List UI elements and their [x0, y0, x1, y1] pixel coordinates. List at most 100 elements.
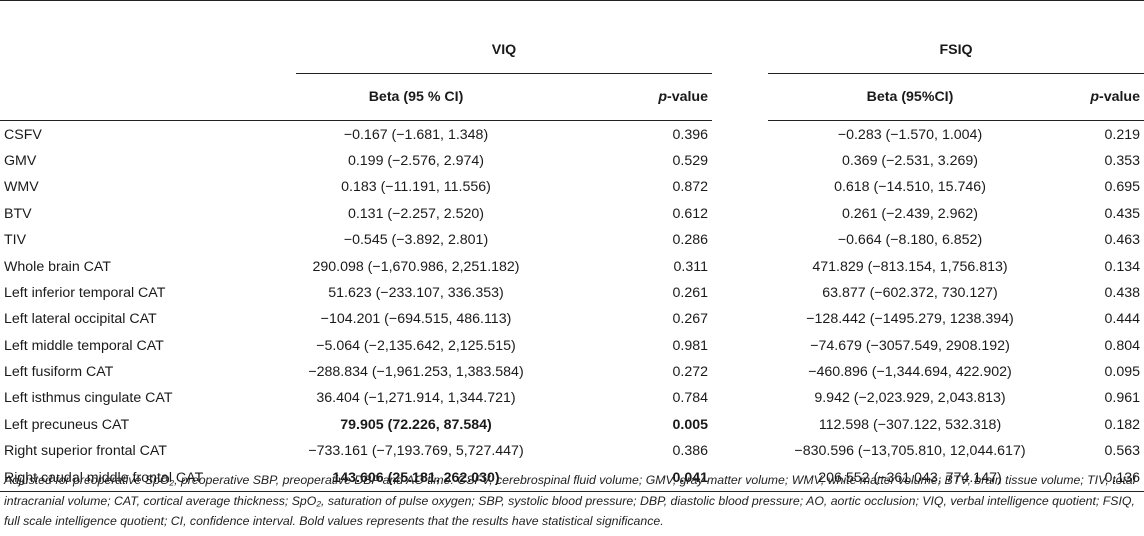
- viq-beta-cell: 0.183 (−11.191, 11.556): [341, 179, 491, 196]
- row-label: Left fusiform CAT: [4, 364, 114, 381]
- table-row: Left middle temporal CAT −5.064 (−2,135.6…: [0, 333, 1144, 359]
- pvalue-italic-p: p: [1090, 89, 1099, 106]
- viq-beta-cell: 143.606 (25.181, 262.030): [296, 464, 536, 492]
- pvalue-italic-p: p: [658, 89, 667, 106]
- column-header-viq-pvalue: p-value: [536, 73, 712, 122]
- group-header-viq: VIQ: [296, 27, 712, 75]
- viq-pvalue-cell: 0.981: [672, 337, 708, 354]
- fsiq-pvalue-cell: 0.134: [1104, 258, 1140, 275]
- gap-cell: [712, 333, 768, 359]
- fsiq-pvalue-cell: 0.961: [1104, 390, 1140, 407]
- viq-beta-cell: −0.545 (−3.892, 2.801): [343, 232, 489, 249]
- column-header-blank: [0, 73, 296, 122]
- pvalue-suffix: -value: [1098, 89, 1140, 106]
- table-row: Right caudal middle frontal CAT 143.606 (…: [0, 464, 1144, 492]
- gap-cell: [712, 464, 768, 492]
- gap-cell: [712, 174, 768, 200]
- fsiq-pvalue-cell: 0.444: [1104, 311, 1140, 328]
- table-row: CSFV −0.167 (−1.681, 1.348) 0.396 −0.283 (−…: [0, 121, 1144, 148]
- viq-pvalue-cell: 0.784: [672, 390, 708, 407]
- viq-beta-cell: 51.623 (−233.107, 336.353): [328, 284, 504, 301]
- viq-beta-cell: 36.404 (−1,271.914, 1,344.721): [316, 390, 516, 407]
- column-header-row: Beta (95 % CI) p-value Beta (95%CI) p-va…: [0, 73, 1144, 122]
- viq-pvalue-cell: 0.872: [672, 179, 708, 196]
- fsiq-beta-cell: 112.598 (−307.122, 532.318): [818, 416, 1002, 433]
- fsiq-pvalue-cell: 0.463: [1104, 232, 1140, 249]
- viq-pvalue-cell: 0.311: [673, 258, 708, 275]
- viq-pvalue-cell: 0.396: [672, 126, 708, 143]
- gap-cell: [712, 227, 768, 253]
- fsiq-pvalue-cell: 0.182: [1104, 416, 1140, 433]
- viq-beta-cell: −0.167 (−1.681, 1.348): [343, 126, 489, 143]
- viq-beta-cell: −104.201 (−694.515, 486.113): [320, 311, 512, 328]
- viq-beta-cell: 0.131 (−2.257, 2.520): [347, 205, 485, 222]
- column-header-fsiq-beta: Beta (95%CI): [768, 73, 1052, 122]
- gap-cell: [712, 148, 768, 174]
- viq-pvalue-cell: 0.005: [672, 416, 708, 433]
- row-label: TIV: [4, 232, 27, 249]
- viq-pvalue-cell: 0.041: [536, 464, 712, 492]
- table-row: Right superior frontal CAT −733.161 (−7,1…: [0, 438, 1144, 464]
- row-label: Right superior frontal CAT: [4, 443, 167, 460]
- fsiq-beta-cell: 0.618 (−14.510, 15.746): [834, 179, 986, 196]
- gap-cell: [712, 201, 768, 227]
- fsiq-pvalue-cell: 0.219: [1104, 126, 1140, 143]
- gap-cell: [712, 359, 768, 385]
- gap-cell: [712, 121, 768, 148]
- fsiq-beta-cell: 0.369 (−2.531, 3.269): [841, 152, 979, 169]
- fsiq-pvalue-cell: 0.095: [1104, 364, 1140, 381]
- group-header-fsiq: FSIQ: [768, 27, 1144, 75]
- viq-pvalue-cell: 0.386: [672, 443, 708, 460]
- table-row: Whole brain CAT 290.098 (−1,670.986, 2,25…: [0, 253, 1144, 279]
- group-header-gap: [712, 27, 768, 74]
- fsiq-pvalue-cell: 0.353: [1104, 152, 1140, 169]
- table-row: Left precuneus CAT 79.905 (72.226, 87.584…: [0, 412, 1144, 438]
- row-label: Left lateral occipital CAT: [4, 311, 157, 328]
- gap-cell: [712, 385, 768, 411]
- row-label: BTV: [4, 205, 32, 222]
- table-footnote: Adjusted for preoperative SpO₂, preopera…: [4, 473, 1136, 528]
- group-header-row: VIQ FSIQ: [0, 27, 1144, 75]
- row-label: Left inferior temporal CAT: [4, 284, 166, 301]
- fsiq-beta-cell: 9.942 (−2,023.929, 2,043.813): [814, 390, 1006, 407]
- viq-pvalue-cell: 0.267: [672, 311, 708, 328]
- viq-beta-cell: −5.064 (−2,135.642, 2,125.515): [316, 337, 516, 354]
- viq-beta-cell: −733.161 (−7,193.769, 5,727.447): [308, 443, 524, 460]
- pvalue-suffix: -value: [666, 89, 708, 106]
- table-row: WMV 0.183 (−11.191, 11.556) 0.872 0.618 (−1…: [0, 174, 1144, 200]
- gap-cell: [712, 306, 768, 332]
- row-label: Left precuneus CAT: [4, 416, 130, 433]
- row-label: CSFV: [4, 126, 42, 143]
- fsiq-beta-cell: −74.679 (−3057.549, 2908.192): [810, 337, 1010, 354]
- fsiq-beta-cell: −0.664 (−8.180, 6.852): [837, 232, 983, 249]
- viq-pvalue-cell: 0.272: [672, 364, 708, 381]
- gap-cell: [712, 438, 768, 464]
- row-label: Left middle temporal CAT: [4, 337, 164, 354]
- fsiq-beta-cell: 206.552 (−361.043, 774.147): [768, 464, 1052, 492]
- viq-beta-cell: −288.834 (−1,961.253, 1,383.584): [308, 364, 524, 381]
- viq-pvalue-cell: 0.286: [672, 232, 708, 249]
- table-row: BTV 0.131 (−2.257, 2.520) 0.612 0.261 (−2.4…: [0, 201, 1144, 227]
- fsiq-beta-cell: 63.877 (−602.372, 730.127): [822, 284, 998, 301]
- column-header-viq-beta: Beta (95 % CI): [296, 73, 536, 122]
- fsiq-beta-cell: −128.442 (−1495.279, 1238.394): [806, 311, 1014, 328]
- table-body: CSFV −0.167 (−1.681, 1.348) 0.396 −0.283 (−…: [0, 121, 1144, 492]
- row-label: Whole brain CAT: [4, 258, 111, 275]
- viq-beta-cell: 0.199 (−2.576, 2.974): [347, 152, 485, 169]
- column-header-fsiq-pvalue: p-value: [1052, 73, 1144, 122]
- fsiq-beta-cell: −0.283 (−1.570, 1.004): [837, 126, 983, 143]
- row-label: GMV: [4, 152, 37, 169]
- row-label: Right caudal middle frontal CAT: [0, 464, 296, 492]
- fsiq-beta-cell: −460.896 (−1,344.694, 422.902): [808, 364, 1012, 381]
- table-row: Left isthmus cingulate CAT 36.404 (−1,271…: [0, 385, 1144, 411]
- top-rule: [0, 0, 1144, 28]
- viq-beta-cell: 290.098 (−1,670.986, 2,251.182): [312, 258, 520, 275]
- fsiq-pvalue-cell: 0.804: [1104, 337, 1140, 354]
- results-table: VIQ FSIQ Beta (95 % CI) p-value Beta (95…: [0, 0, 1144, 492]
- table-row: GMV 0.199 (−2.576, 2.974) 0.529 0.369 (−2.5…: [0, 148, 1144, 174]
- fsiq-beta-cell: 0.261 (−2.439, 2.962): [841, 205, 979, 222]
- table-row: Left inferior temporal CAT 51.623 (−233.1…: [0, 280, 1144, 306]
- table-row: Left fusiform CAT −288.834 (−1,961.253, 1…: [0, 359, 1144, 385]
- table-row: Left lateral occipital CAT −104.201 (−694…: [0, 306, 1144, 332]
